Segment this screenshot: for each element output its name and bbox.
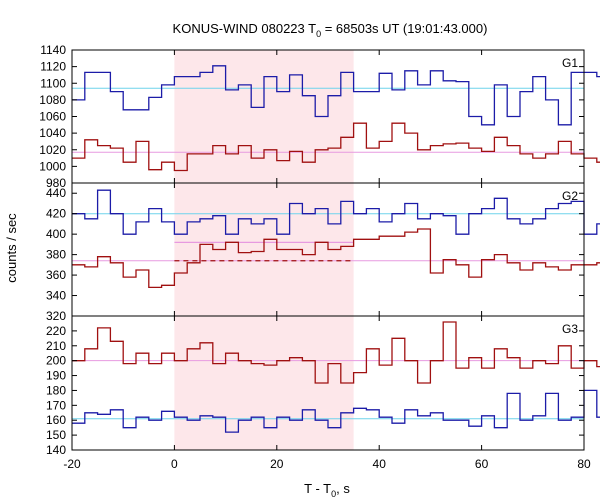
x-tick-label: 80 bbox=[577, 457, 591, 471]
y-tick-label: 210 bbox=[46, 339, 66, 353]
panel-g2: 320 340 360 380 400 420 440 G2 bbox=[46, 182, 600, 323]
panel-label: G1 bbox=[562, 56, 578, 70]
x-tick-label: -20 bbox=[63, 457, 81, 471]
y-tick-label: 1120 bbox=[40, 60, 66, 74]
series-blue-g3 bbox=[72, 389, 600, 433]
y-tick-label: 980 bbox=[46, 176, 66, 190]
y-tick-label: 150 bbox=[46, 428, 66, 442]
y-tick-label: 340 bbox=[46, 289, 66, 303]
x-tick-label: 40 bbox=[373, 457, 387, 471]
y-tick-label: 220 bbox=[46, 324, 66, 338]
y-tick-label: 320 bbox=[46, 309, 66, 323]
series-red-g3 bbox=[72, 321, 600, 384]
y-tick-label: 1140 bbox=[40, 43, 66, 57]
y-tick-label: 440 bbox=[46, 186, 66, 200]
panel-g1: 980 1000 1020 1040 1060 1080 1100 1120 1140 G1 bbox=[39, 43, 600, 190]
y-tick-label: 400 bbox=[46, 227, 66, 241]
series-blue-g1 bbox=[72, 65, 600, 126]
panel-label: G2 bbox=[562, 189, 578, 203]
y-tick-label: 420 bbox=[46, 207, 66, 221]
y-tick-label: 1040 bbox=[39, 126, 66, 140]
panel-frame-g3 bbox=[71, 315, 585, 451]
panel-label: G3 bbox=[562, 322, 578, 336]
series-red-g1 bbox=[72, 122, 600, 172]
y-axis-label: counts / sec bbox=[4, 213, 19, 283]
x-tick-label: 0 bbox=[171, 457, 178, 471]
y-tick-label: 200 bbox=[46, 354, 66, 368]
y-tick-label: 1100 bbox=[40, 76, 66, 90]
y-tick-label: 1080 bbox=[39, 93, 66, 107]
series-red-g2 bbox=[72, 228, 600, 289]
y-tick-label: 380 bbox=[46, 248, 66, 262]
y-tick-label: 180 bbox=[46, 383, 66, 397]
y-tick-label: 160 bbox=[46, 413, 66, 427]
plot-area: 980 1000 1020 1040 1060 1080 1100 1120 1140 G1 320… bbox=[39, 43, 600, 471]
y-tick-label: 1060 bbox=[39, 110, 66, 124]
x-tick-label: 60 bbox=[475, 457, 489, 471]
y-tick-label: 140 bbox=[46, 443, 66, 457]
series-blue-g2 bbox=[72, 189, 600, 235]
y-tick-label: 170 bbox=[46, 398, 66, 412]
y-tick-label: 190 bbox=[46, 369, 66, 383]
x-axis-label: T - T0, s bbox=[304, 481, 350, 499]
y-tick-label: 360 bbox=[46, 268, 66, 282]
y-tick-label: 1000 bbox=[39, 159, 66, 173]
chart-title: KONUS-WIND 080223 T0 = 68503s UT (19:01:… bbox=[173, 21, 488, 39]
y-tick-label: 1020 bbox=[39, 143, 66, 157]
x-tick-label: 20 bbox=[270, 457, 284, 471]
